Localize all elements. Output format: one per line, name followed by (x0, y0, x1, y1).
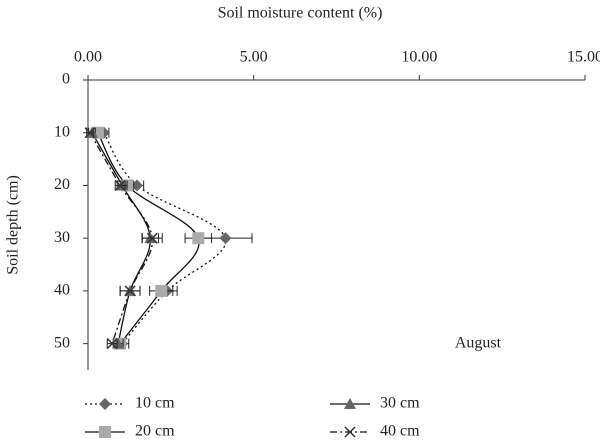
marker (155, 284, 168, 297)
x-axis-label: Soil moisture content (%) (218, 5, 383, 22)
marker (91, 126, 104, 139)
y-tick-label: 50 (54, 334, 70, 351)
y-tick-label: 20 (54, 176, 70, 193)
y-tick-label: 40 (54, 282, 70, 299)
x-tick-label: 10.00 (401, 49, 437, 66)
marker (344, 426, 356, 438)
x-tick-label: 0.00 (74, 49, 102, 66)
marker-stroke (344, 426, 356, 438)
y-tick-label: 0 (62, 71, 70, 88)
x-tick-label: 15.00 (567, 49, 600, 66)
legend-label: 20 cm (135, 423, 175, 440)
marker (106, 338, 118, 350)
y-tick-label: 30 (54, 229, 70, 246)
marker (146, 232, 158, 244)
marker (124, 285, 136, 297)
marker-stroke (124, 285, 136, 297)
marker-stroke (146, 232, 158, 244)
marker (219, 232, 232, 245)
legend-label: 10 cm (135, 395, 175, 412)
marker (114, 179, 126, 191)
marker-stroke (106, 338, 118, 350)
marker (192, 232, 205, 245)
y-tick-label: 10 (54, 123, 70, 140)
y-axis-label: Soil depth (cm) (5, 175, 22, 275)
marker-stroke (114, 179, 126, 191)
marker (84, 127, 96, 139)
x-tick-label: 5.00 (240, 49, 268, 66)
legend-label: 30 cm (380, 395, 420, 412)
marker (344, 398, 356, 409)
marker (99, 398, 111, 410)
marker-stroke (84, 127, 96, 139)
legend-label: 40 cm (380, 423, 420, 440)
annotation: August (455, 335, 502, 352)
marker (99, 426, 111, 438)
